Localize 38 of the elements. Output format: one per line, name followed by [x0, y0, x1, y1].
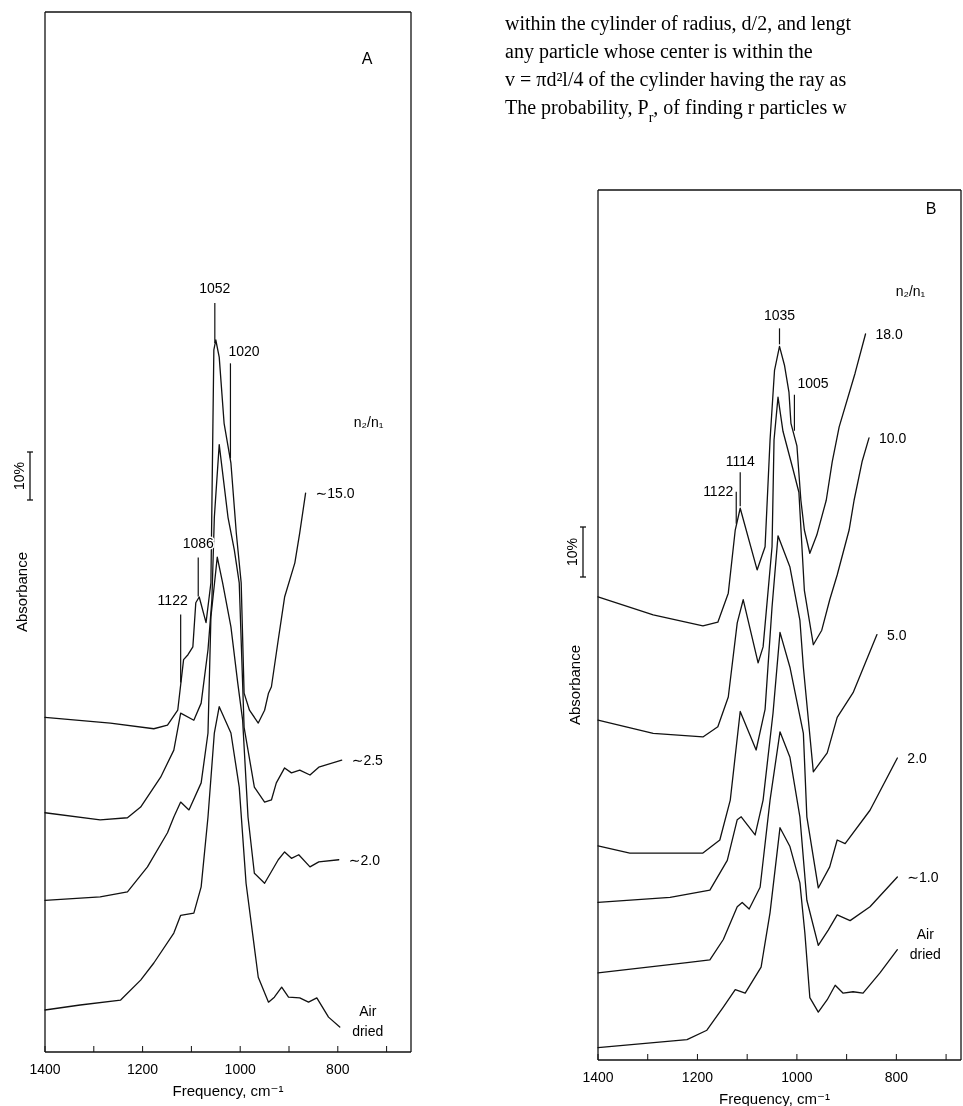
- text: within the cylinder of radius, d/2, and lengt: [505, 12, 852, 35]
- series-label: ∼2.5: [351, 752, 384, 769]
- text: The probability, P$_{r}$, of finding r particles w: [505, 96, 848, 125]
- series-label: ∼2.0: [348, 851, 381, 868]
- chart-title: A: [361, 50, 373, 67]
- x-tick-label: 1200: [681, 1069, 714, 1085]
- text: any particle whose center is within the: [505, 40, 813, 63]
- annotation: 1005: [797, 374, 829, 391]
- text: v = πd²l/4 of the cylinder having the ray as: [505, 68, 847, 91]
- series-label: ∼15.0: [315, 485, 355, 502]
- chart-title: B: [925, 200, 937, 217]
- series-label: Air dried: [909, 925, 941, 962]
- x-tick-label: 800: [326, 1061, 350, 1077]
- x-tick-label: 1200: [127, 1061, 159, 1077]
- series-label: 10.0: [879, 429, 907, 446]
- annotation: 1122: [703, 482, 734, 499]
- series-label: 5.0: [886, 626, 907, 643]
- x-tick-label: 1400: [29, 1061, 61, 1077]
- annotation: 1052: [199, 279, 231, 296]
- x-axis-title: Frequency, cm⁻¹: [172, 1082, 284, 1099]
- legend-title: n₂/n₁: [895, 283, 926, 299]
- x-tick-label: 1000: [224, 1061, 256, 1077]
- legend-title: n₂/n₁: [353, 414, 384, 431]
- text: 10%: [11, 461, 27, 491]
- text: 10%: [564, 537, 580, 567]
- y-axis-title: Absorbance: [566, 644, 583, 726]
- annotation: 1114: [725, 453, 755, 470]
- y-axis-title: Absorbance: [13, 551, 30, 633]
- series-label: ∼1.0: [907, 869, 939, 886]
- series-label: 18.0: [875, 326, 903, 342]
- x-tick-label: 1400: [582, 1069, 614, 1085]
- x-tick-label: 800: [884, 1069, 909, 1085]
- annotation: 1035: [763, 307, 796, 324]
- annotation: 1122: [157, 591, 188, 608]
- annotation: 1020: [228, 343, 260, 360]
- series-label: 2.0: [907, 749, 928, 766]
- series-label: Air dried: [352, 1003, 384, 1040]
- x-tick-label: 1000: [781, 1069, 813, 1085]
